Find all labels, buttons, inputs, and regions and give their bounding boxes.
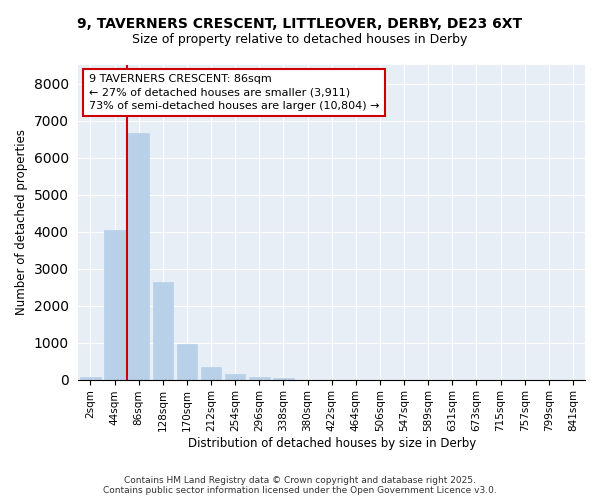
Bar	[177, 344, 197, 380]
Text: Size of property relative to detached houses in Derby: Size of property relative to detached ho…	[133, 32, 467, 46]
Text: 9, TAVERNERS CRESCENT, LITTLEOVER, DERBY, DE23 6XT: 9, TAVERNERS CRESCENT, LITTLEOVER, DERBY…	[77, 18, 523, 32]
Bar	[273, 378, 294, 380]
Bar	[201, 368, 221, 380]
Bar	[249, 376, 269, 380]
Bar	[80, 376, 101, 380]
Bar	[225, 374, 245, 380]
Bar	[128, 134, 149, 380]
Text: Contains HM Land Registry data © Crown copyright and database right 2025.
Contai: Contains HM Land Registry data © Crown c…	[103, 476, 497, 495]
Bar	[104, 230, 125, 380]
Bar	[152, 282, 173, 380]
Text: 9 TAVERNERS CRESCENT: 86sqm
← 27% of detached houses are smaller (3,911)
73% of : 9 TAVERNERS CRESCENT: 86sqm ← 27% of det…	[89, 74, 379, 111]
Y-axis label: Number of detached properties: Number of detached properties	[15, 130, 28, 316]
X-axis label: Distribution of detached houses by size in Derby: Distribution of detached houses by size …	[188, 437, 476, 450]
